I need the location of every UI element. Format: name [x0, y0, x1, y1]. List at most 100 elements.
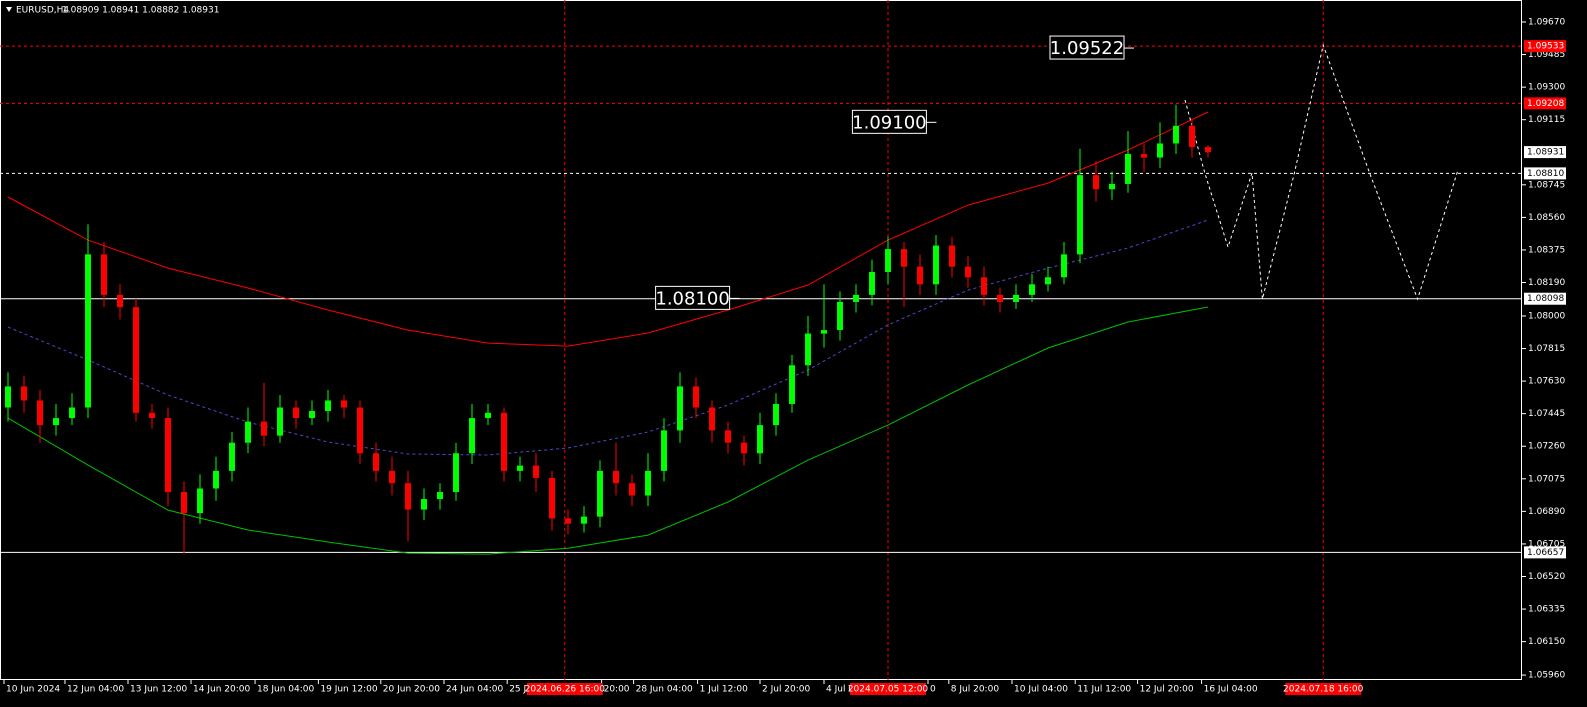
- candle-body: [453, 453, 459, 493]
- marker-label: 2024.07.05 12:00: [848, 685, 929, 695]
- x-tick-label: 10 Jun 2024: [6, 685, 60, 695]
- candle-body: [693, 386, 699, 408]
- candle-body: [181, 492, 187, 514]
- y-tick-label: 1.05960: [1528, 671, 1565, 681]
- candle-body: [789, 365, 795, 404]
- y-tick-label: 1.06150: [1528, 637, 1565, 647]
- candle-body: [853, 294, 859, 302]
- menu-triangle: [6, 7, 12, 12]
- chart-subtitle: 1.08909 1.08941 1.08882 1.08931: [62, 6, 219, 16]
- y-tick-label: 1.08560: [1528, 213, 1565, 223]
- level-label: 1.09533: [1527, 42, 1564, 52]
- candle-body: [773, 403, 779, 426]
- candle-body: [501, 412, 507, 471]
- candle-body: [405, 483, 411, 510]
- y-tick-label: 1.09300: [1528, 83, 1565, 93]
- candle-body: [229, 442, 235, 471]
- candle-body: [1013, 294, 1019, 302]
- level-label-box: [1524, 292, 1566, 305]
- candle-body: [869, 271, 875, 295]
- candle-body: [1205, 146, 1211, 153]
- candle-body: [677, 386, 683, 431]
- candle-body: [981, 277, 987, 295]
- y-tick-label: 1.07815: [1528, 344, 1565, 354]
- candle-body: [837, 301, 843, 331]
- candle-body: [613, 470, 619, 484]
- candle-body: [1173, 125, 1179, 144]
- marker-label-box: [850, 683, 926, 695]
- x-tick-label: 28 Jun 04:00: [636, 685, 693, 695]
- x-tick-label: 18 Jun 04:00: [257, 685, 314, 695]
- level-label-box: [1524, 546, 1566, 559]
- y-tick-label: 1.08190: [1528, 278, 1565, 288]
- indicator-line: [1184, 43, 1459, 301]
- level-label: 1.06657: [1527, 548, 1564, 558]
- current-price-label: 1.08931: [1527, 148, 1564, 158]
- candle-body: [565, 518, 571, 524]
- candle-body: [389, 470, 395, 484]
- annotation-label: 1.08100: [655, 288, 729, 309]
- candle-body: [901, 249, 907, 267]
- indicator-line: [7, 306, 1209, 555]
- marker-label: 2024.07.18 16:00: [1283, 685, 1364, 695]
- x-tick-label: 2 Jul 20:00: [762, 685, 811, 695]
- x-tick-label: 20 Jun 20:00: [383, 685, 440, 695]
- candle-body: [309, 411, 315, 419]
- marker-label-box: [526, 683, 603, 695]
- candle-body: [549, 477, 555, 519]
- candle-body: [117, 294, 123, 308]
- candle-body: [1093, 175, 1099, 190]
- candle-body: [293, 407, 299, 419]
- candle-body: [741, 442, 747, 454]
- x-tick-label: 11 Jul 12:00: [1077, 685, 1131, 695]
- x-tick-label: 10 Jul 04:00: [1014, 685, 1068, 695]
- candle-body: [709, 407, 715, 431]
- candle-body: [917, 266, 923, 285]
- candle-body: [357, 407, 363, 454]
- level-label-box: [1524, 167, 1566, 180]
- candle-body: [437, 492, 443, 500]
- x-tick-label: 24 Jun 04:00: [446, 685, 503, 695]
- y-tick-label: 1.08000: [1528, 311, 1565, 321]
- y-tick-label: 1.09485: [1528, 50, 1565, 60]
- chart-title: EURUSD,H4: [16, 6, 69, 16]
- x-tick-label: 13 Jun 12:00: [130, 685, 187, 695]
- candle-body: [53, 418, 59, 426]
- candle-body: [517, 465, 523, 471]
- x-tick-label: 25 J: [509, 685, 526, 695]
- level-label: 1.08098: [1527, 294, 1564, 304]
- candle-body: [485, 412, 491, 419]
- candle-body: [597, 470, 603, 517]
- y-tick-label: 1.09670: [1528, 18, 1565, 28]
- candle-body: [469, 418, 475, 454]
- candle-body: [725, 430, 731, 443]
- candle-body: [1157, 143, 1163, 158]
- candle-body: [1077, 175, 1083, 255]
- candle-body: [1141, 154, 1147, 158]
- candle-body: [1189, 125, 1195, 147]
- candle-body: [965, 266, 971, 278]
- indicator-line: [7, 219, 1209, 456]
- y-tick-label: 1.07075: [1528, 474, 1565, 484]
- level-label-box: [1524, 97, 1566, 110]
- candle-body: [5, 386, 11, 408]
- candle-body: [277, 407, 283, 436]
- candle-body: [885, 249, 891, 272]
- x-tick-label: 12 Jul 20:00: [1140, 685, 1194, 695]
- candle-body: [1045, 277, 1051, 285]
- candle-body: [133, 307, 139, 413]
- candle-body: [533, 465, 539, 478]
- x-tick-label: 19 Jun 12:00: [320, 685, 377, 695]
- y-tick-label: 1.06335: [1528, 605, 1565, 615]
- y-tick-label: 1.09115: [1528, 115, 1565, 125]
- candle-body: [69, 407, 75, 419]
- x-tick-label: 8 Jul 20:00: [951, 685, 1000, 695]
- y-tick-label: 1.06890: [1528, 507, 1565, 517]
- annotation-label: 1.09522: [1050, 38, 1124, 59]
- candle-body: [373, 453, 379, 471]
- candle-body: [85, 254, 91, 408]
- x-tick-label: 14 Jun 20:00: [193, 685, 250, 695]
- level-label-box: [1524, 40, 1566, 53]
